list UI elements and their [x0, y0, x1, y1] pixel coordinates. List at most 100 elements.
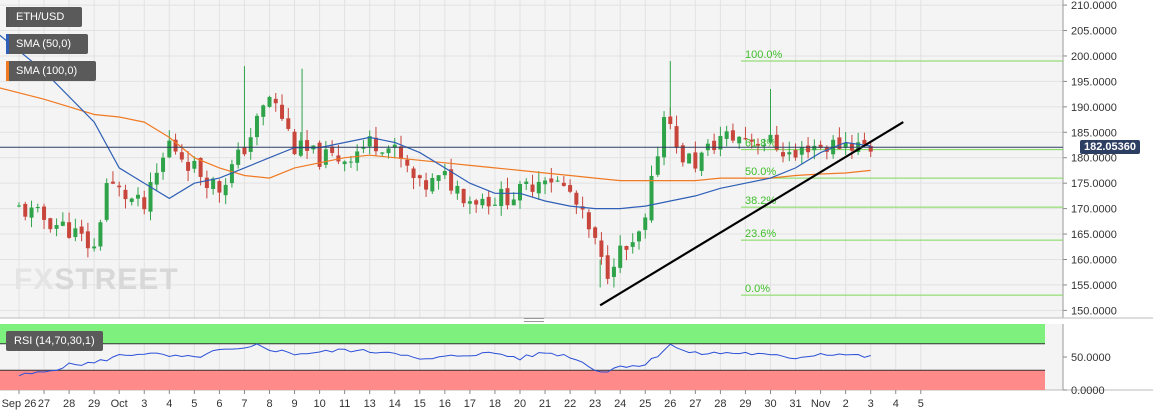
x-tick-label: 24 — [614, 398, 626, 410]
candle-body — [392, 144, 397, 148]
candle-body — [161, 157, 166, 172]
x-tick-label: 21 — [539, 398, 551, 410]
candle-body — [749, 139, 754, 142]
current-price-value: 182.05360 — [1084, 141, 1136, 154]
x-tick-label: 2 — [843, 398, 849, 410]
rsi-legend[interactable]: RSI (14,70,30,1) — [6, 331, 103, 351]
fxstreet-watermark: FXSTREET — [14, 263, 179, 297]
candle-body — [148, 182, 153, 212]
candle-body — [781, 152, 786, 157]
candle-body — [236, 149, 241, 165]
x-tick-label: 23 — [589, 398, 601, 410]
x-tick-label: 27 — [38, 398, 50, 410]
candle-body — [98, 222, 103, 247]
candle-body — [511, 199, 516, 206]
symbol-legend[interactable]: ETH/USD — [6, 7, 82, 27]
candle-body — [198, 157, 203, 177]
candle-body — [812, 145, 817, 151]
candle-body — [724, 131, 729, 139]
fib-level-label: 50.0% — [745, 166, 776, 178]
x-tick-label: 3 — [141, 398, 147, 410]
symbol-legend-label: ETH/USD — [16, 11, 65, 23]
candle-body — [204, 177, 209, 189]
fib-level-label: 0.0% — [745, 283, 770, 295]
candle-body — [92, 246, 97, 249]
sma50-legend[interactable]: SMA (50,0) — [6, 34, 88, 54]
rsi-oversold-zone — [0, 370, 1045, 390]
candle-body — [355, 151, 360, 163]
candle-body — [361, 147, 366, 149]
candle-body — [67, 222, 72, 238]
price-pane-background — [0, 0, 1063, 318]
candle-body — [436, 175, 441, 181]
x-tick-label: 5 — [191, 398, 197, 410]
candle-body — [599, 240, 604, 257]
candle-body — [693, 152, 698, 169]
candle-body — [449, 169, 454, 191]
candle-body — [42, 206, 47, 220]
candle-body — [330, 146, 335, 153]
candle-body — [687, 153, 692, 164]
candle-body — [618, 245, 623, 268]
candle-body — [611, 266, 616, 277]
candle-body — [342, 161, 347, 165]
candle-body — [254, 115, 259, 138]
candle-body — [48, 218, 53, 230]
candle-body — [787, 152, 792, 155]
sma100-legend-label: SMA (100,0) — [16, 65, 78, 77]
candle-body — [179, 152, 184, 160]
candle-body — [480, 198, 485, 206]
sma50-legend-label: SMA (50,0) — [16, 38, 72, 50]
candle-body — [530, 184, 535, 192]
candle-body — [405, 159, 410, 166]
candle-body — [555, 180, 560, 182]
candle-body — [60, 221, 65, 226]
candle-body — [743, 138, 748, 140]
x-tick-label: 27 — [689, 398, 701, 410]
candle-body — [474, 200, 479, 205]
x-tick-label: 8 — [266, 398, 272, 410]
candle-body — [23, 203, 28, 217]
candle-body — [430, 177, 435, 192]
candle-body — [499, 188, 504, 207]
candle-body — [868, 145, 873, 152]
sma100-legend[interactable]: SMA (100,0) — [6, 61, 96, 81]
candle-body — [79, 226, 84, 234]
x-tick-label: 6 — [216, 398, 222, 410]
x-tick-label: 10 — [313, 398, 325, 410]
candle-body — [549, 178, 554, 183]
candle-body — [561, 182, 566, 186]
candle-body — [367, 136, 372, 147]
x-tick-label: Sep 26 — [2, 398, 37, 410]
pane-splitter-handle[interactable] — [524, 316, 544, 324]
rsi-legend-label: RSI (14,70,30,1) — [14, 335, 95, 347]
candle-body — [417, 175, 422, 179]
candle-body — [518, 183, 522, 201]
candle-body — [186, 161, 191, 171]
candle-body — [505, 188, 510, 206]
candle-body — [242, 147, 247, 155]
candle-body — [142, 197, 147, 210]
candle-body — [54, 225, 59, 229]
candle-body — [737, 136, 742, 144]
sma100-line — [0, 87, 871, 182]
candle-body — [536, 181, 541, 194]
x-tick-label: 30 — [764, 398, 776, 410]
candle-body — [774, 134, 779, 150]
candle-body — [630, 242, 635, 247]
candle-body — [643, 217, 648, 230]
candle-body — [154, 172, 159, 185]
candle-body — [386, 148, 391, 154]
candle-body — [586, 212, 591, 230]
candle-body — [323, 149, 328, 165]
y-tick-label: 205.0000 — [1071, 26, 1117, 38]
candle-body — [755, 143, 760, 146]
candle-body — [17, 205, 21, 207]
candle-body — [173, 139, 178, 152]
candle-body — [399, 146, 404, 159]
x-tick-label: 25 — [639, 398, 651, 410]
x-tick-label: 7 — [241, 398, 247, 410]
fib-level-label: 23.6% — [745, 228, 776, 240]
y-tick-label: 170.0000 — [1071, 204, 1117, 216]
